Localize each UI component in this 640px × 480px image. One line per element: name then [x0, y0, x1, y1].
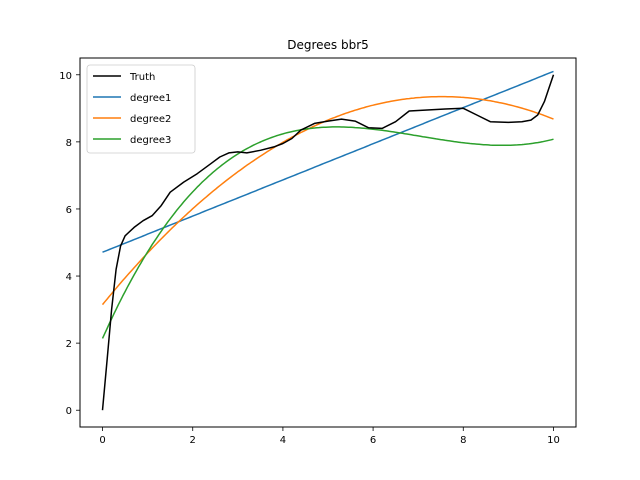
legend-label: degree1 [130, 93, 171, 104]
x-tick-label: 4 [280, 435, 286, 446]
x-tick-label: 8 [460, 435, 466, 446]
y-tick-label: 10 [59, 71, 72, 82]
legend: Truth degree1 degree2 degree3 [86, 64, 196, 154]
x-axis: 0 2 4 6 8 10 [99, 427, 560, 446]
series-line-degree2 [101, 95, 554, 306]
legend-box [86, 64, 196, 154]
x-tick-label: 10 [547, 435, 560, 446]
y-axis: 0 2 4 6 8 10 [59, 71, 80, 417]
x-tick-label: 2 [190, 435, 196, 446]
y-tick-label: 0 [66, 406, 72, 417]
plot-lines [101, 70, 555, 411]
series-line-degree3 [101, 126, 554, 339]
series-line-Truth [101, 74, 555, 411]
y-tick-label: 6 [66, 205, 72, 216]
x-tick-label: 6 [370, 435, 376, 446]
y-tick-label: 2 [66, 339, 72, 350]
axes-frame [79, 57, 577, 428]
chart-title: Degrees bbr5 [287, 38, 369, 52]
y-tick-label: 4 [66, 272, 72, 283]
legend-label: Truth [129, 72, 155, 83]
legend-label: degree3 [130, 135, 171, 146]
y-tick-label: 8 [66, 138, 72, 149]
legend-label: degree2 [130, 114, 171, 125]
x-tick-label: 0 [99, 435, 105, 446]
